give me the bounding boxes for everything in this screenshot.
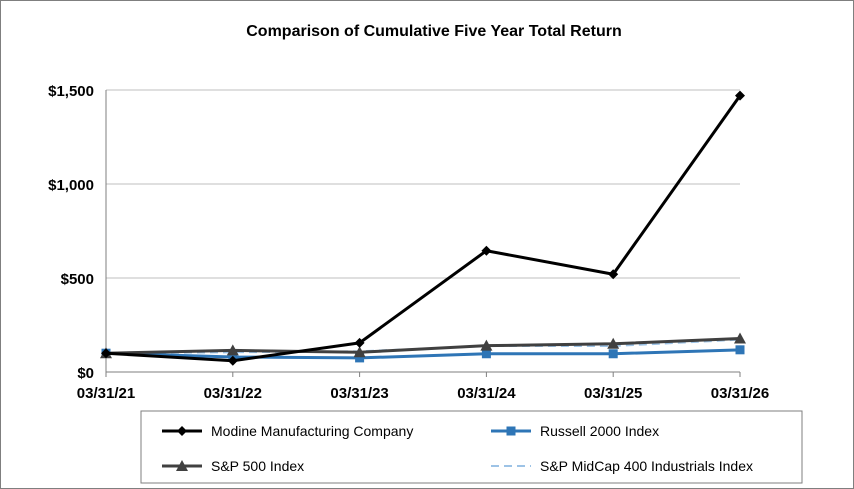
y-tick-label: $500 — [61, 271, 94, 288]
legend-item: S&P 500 Index — [162, 458, 304, 474]
data-point — [480, 339, 493, 351]
legend-box — [140, 410, 803, 484]
axes — [105, 90, 741, 377]
data-point — [227, 355, 238, 366]
data-point — [735, 345, 745, 355]
data-point — [354, 337, 365, 348]
data-point — [101, 348, 111, 359]
x-tick-label: 03/31/25 — [584, 385, 642, 402]
chart-title: Comparison of Cumulative Five Year Total… — [246, 23, 621, 40]
x-tick-label: 03/31/21 — [77, 385, 135, 402]
x-tick-label: 03/31/24 — [457, 385, 516, 402]
series-line — [105, 94, 742, 363]
x-tick-label: 03/31/26 — [711, 385, 769, 402]
y-tick-label: $0 — [77, 365, 94, 382]
legend-item: S&P MidCap 400 Industrials Index — [491, 458, 753, 474]
legend-marker — [177, 426, 187, 436]
data-point — [226, 344, 239, 356]
y-tick-labels: $0 $500 $1,000 $1,500 — [48, 83, 94, 382]
gridlines — [106, 89, 740, 279]
legend-label: S&P 500 Index — [211, 458, 304, 474]
legend: Modine Manufacturing Company Russell 2000… — [140, 410, 803, 484]
data-point — [481, 349, 491, 359]
data-point — [735, 90, 745, 101]
data-point — [734, 332, 746, 344]
series-0 — [101, 90, 745, 366]
y-tick-label: $1,500 — [48, 83, 94, 100]
legend-label: Russell 2000 Index — [540, 423, 659, 439]
legend-label: S&P MidCap 400 Industrials Index — [540, 458, 753, 474]
x-tick-label: 03/31/22 — [204, 385, 262, 402]
data-point — [608, 349, 618, 359]
data-point — [355, 353, 365, 363]
data-point — [353, 346, 366, 358]
series-line — [105, 348, 741, 360]
y-tick-label: $1,000 — [48, 177, 94, 194]
data-point — [607, 337, 620, 349]
x-tick-label: 03/31/23 — [330, 385, 388, 402]
series-group — [100, 90, 746, 366]
legend-label: Modine Manufacturing Company — [211, 423, 413, 439]
legend-marker — [176, 460, 188, 471]
legend-item: Russell 2000 Index — [491, 423, 659, 439]
x-tick-labels: 03/31/21 03/31/22 03/31/23 03/31/24 03/31/25… — [77, 385, 769, 402]
legend-marker — [506, 426, 516, 436]
data-point — [481, 245, 492, 256]
series-line — [105, 337, 741, 355]
legend-item: Modine Manufacturing Company — [162, 423, 413, 439]
data-point — [608, 269, 619, 280]
